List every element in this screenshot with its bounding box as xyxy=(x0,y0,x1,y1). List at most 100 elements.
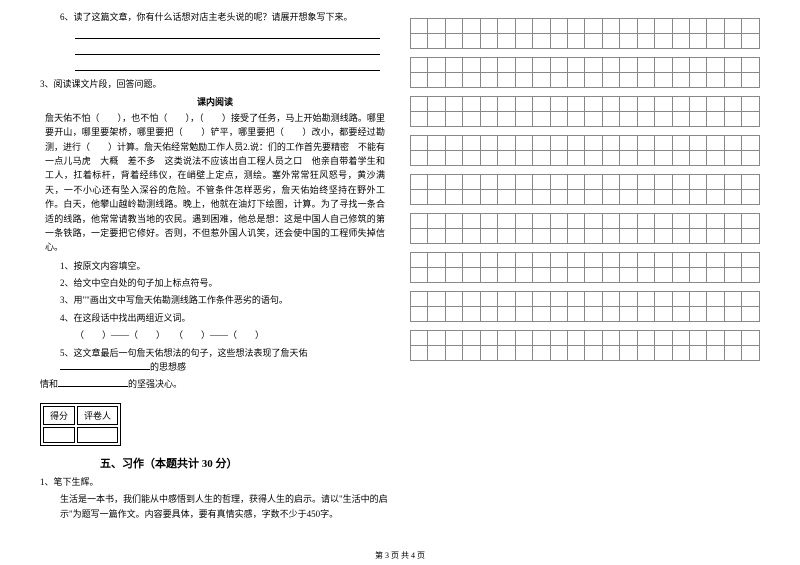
grid-cell[interactable] xyxy=(602,19,619,34)
grid-cell[interactable] xyxy=(445,58,462,73)
grid-cell[interactable] xyxy=(620,229,637,244)
grid-cell[interactable] xyxy=(724,151,741,166)
composition-grid-block[interactable] xyxy=(410,252,760,283)
grid-cell[interactable] xyxy=(550,97,567,112)
grid-cell[interactable] xyxy=(533,292,550,307)
grid-cell[interactable] xyxy=(463,19,480,34)
grid-cell[interactable] xyxy=(567,190,584,205)
grid-cell[interactable] xyxy=(498,346,515,361)
grid-cell[interactable] xyxy=(585,34,602,49)
grid-cell[interactable] xyxy=(672,253,689,268)
grid-cell[interactable] xyxy=(533,229,550,244)
grid-cell[interactable] xyxy=(411,19,428,34)
grid-cell[interactable] xyxy=(428,268,445,283)
grid-cell[interactable] xyxy=(533,346,550,361)
grid-cell[interactable] xyxy=(428,151,445,166)
composition-grid-block[interactable] xyxy=(410,18,760,49)
grid-cell[interactable] xyxy=(742,34,760,49)
grid-cell[interactable] xyxy=(411,34,428,49)
grid-cell[interactable] xyxy=(585,58,602,73)
grid-cell[interactable] xyxy=(620,253,637,268)
grid-cell[interactable] xyxy=(550,331,567,346)
grid-cell[interactable] xyxy=(411,229,428,244)
grid-cell[interactable] xyxy=(690,307,707,322)
grid-cell[interactable] xyxy=(742,112,760,127)
grid-cell[interactable] xyxy=(690,136,707,151)
grid-cell[interactable] xyxy=(672,19,689,34)
grid-cell[interactable] xyxy=(655,34,672,49)
grid-cell[interactable] xyxy=(637,268,654,283)
grid-cell[interactable] xyxy=(515,346,532,361)
grid-cell[interactable] xyxy=(637,73,654,88)
grid-cell[interactable] xyxy=(602,229,619,244)
answer-line[interactable] xyxy=(75,59,380,71)
grid-cell[interactable] xyxy=(428,136,445,151)
grid-cell[interactable] xyxy=(602,268,619,283)
grid-cell[interactable] xyxy=(533,175,550,190)
grid-cell[interactable] xyxy=(498,136,515,151)
grid-cell[interactable] xyxy=(463,73,480,88)
grid-cell[interactable] xyxy=(480,331,497,346)
grid-cell[interactable] xyxy=(411,136,428,151)
grid-cell[interactable] xyxy=(655,151,672,166)
grid-cell[interactable] xyxy=(602,151,619,166)
grid-cell[interactable] xyxy=(533,97,550,112)
grid-cell[interactable] xyxy=(690,331,707,346)
grid-cell[interactable] xyxy=(463,175,480,190)
grid-cell[interactable] xyxy=(428,97,445,112)
grid-cell[interactable] xyxy=(620,190,637,205)
grid-cell[interactable] xyxy=(742,346,760,361)
grid-cell[interactable] xyxy=(445,346,462,361)
grid-cell[interactable] xyxy=(637,175,654,190)
grid-cell[interactable] xyxy=(672,112,689,127)
grid-cell[interactable] xyxy=(602,307,619,322)
grid-cell[interactable] xyxy=(620,73,637,88)
grid-cell[interactable] xyxy=(637,19,654,34)
grid-cell[interactable] xyxy=(428,112,445,127)
grid-cell[interactable] xyxy=(724,58,741,73)
grid-cell[interactable] xyxy=(602,253,619,268)
grid-cell[interactable] xyxy=(724,73,741,88)
grid-cell[interactable] xyxy=(655,253,672,268)
grid-cell[interactable] xyxy=(707,253,724,268)
grid-cell[interactable] xyxy=(724,190,741,205)
grid-cell[interactable] xyxy=(411,307,428,322)
grid-cell[interactable] xyxy=(672,58,689,73)
grid-cell[interactable] xyxy=(567,73,584,88)
grid-cell[interactable] xyxy=(480,229,497,244)
grid-cell[interactable] xyxy=(637,292,654,307)
grid-cell[interactable] xyxy=(550,268,567,283)
grid-cell[interactable] xyxy=(655,175,672,190)
grid-cell[interactable] xyxy=(742,214,760,229)
grid-cell[interactable] xyxy=(637,112,654,127)
grid-cell[interactable] xyxy=(585,253,602,268)
grid-cell[interactable] xyxy=(602,175,619,190)
grid-cell[interactable] xyxy=(585,19,602,34)
grid-cell[interactable] xyxy=(707,34,724,49)
grid-cell[interactable] xyxy=(620,19,637,34)
grid-cell[interactable] xyxy=(724,307,741,322)
grid-cell[interactable] xyxy=(411,73,428,88)
grid-cell[interactable] xyxy=(655,97,672,112)
grid-cell[interactable] xyxy=(672,292,689,307)
grid-cell[interactable] xyxy=(672,214,689,229)
grid-cell[interactable] xyxy=(672,34,689,49)
grid-cell[interactable] xyxy=(655,307,672,322)
answer-line[interactable] xyxy=(75,43,380,55)
grid-cell[interactable] xyxy=(463,331,480,346)
grid-cell[interactable] xyxy=(690,175,707,190)
grid-cell[interactable] xyxy=(620,112,637,127)
grid-cell[interactable] xyxy=(742,175,760,190)
grid-cell[interactable] xyxy=(585,73,602,88)
grid-cell[interactable] xyxy=(742,268,760,283)
grid-cell[interactable] xyxy=(724,253,741,268)
composition-grid-block[interactable] xyxy=(410,213,760,244)
grid-cell[interactable] xyxy=(550,151,567,166)
grid-cell[interactable] xyxy=(550,19,567,34)
grid-cell[interactable] xyxy=(550,73,567,88)
grid-cell[interactable] xyxy=(585,229,602,244)
grid-cell[interactable] xyxy=(655,73,672,88)
grid-cell[interactable] xyxy=(428,190,445,205)
grid-cell[interactable] xyxy=(411,175,428,190)
grader-cell[interactable] xyxy=(77,427,118,443)
